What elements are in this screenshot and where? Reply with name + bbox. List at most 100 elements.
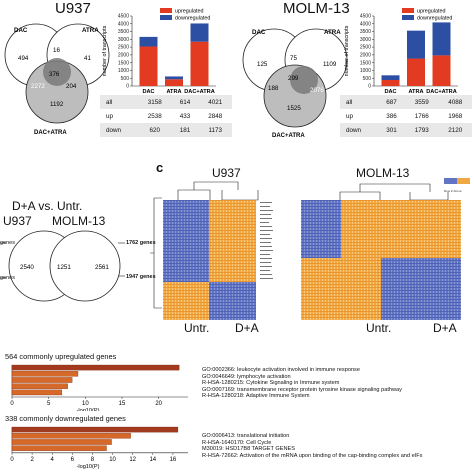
go-down-terms: GO:0006413: translational initiation R-H… [202, 433, 422, 459]
y-tick-label: 4000 [118, 21, 129, 27]
molm13-heat-orange-bottom [301, 258, 381, 320]
bar-down [432, 22, 451, 56]
y-tick-label: 3000 [118, 37, 129, 43]
y-tick-label: 1000 [118, 68, 129, 74]
bar-down [165, 76, 183, 80]
x-tick-label: 10 [109, 457, 116, 463]
bar-down [381, 75, 400, 80]
x-tick-label: 0 [10, 457, 14, 463]
y-tick-label: 3000 [360, 37, 371, 43]
molm13-region-dac-combo: 188 [268, 85, 279, 92]
panel-b-label-u937: U937 [3, 214, 32, 228]
y-tick-label: 4000 [360, 21, 371, 27]
table-row: up 386 1766 1968 [346, 112, 463, 120]
heatmap-molm13-title: MOLM-13 [356, 166, 410, 180]
color-scale-label: Row Z-Score [444, 189, 462, 193]
molm13-heat-blue-top [301, 200, 341, 258]
molm13-venn-label-dac: DAC [252, 29, 266, 36]
go-up-term: GO:0002366: leukocyte activation involve… [202, 367, 360, 373]
table-row: all 3158 614 4021 [100, 95, 232, 109]
x-tick-label: DAC+ATRA [184, 89, 215, 95]
go-up-terms: GO:0002366: leukocyte activation involve… [202, 367, 402, 400]
go-down-term: M30019: HSD17B8 TARGET GENES [202, 446, 295, 453]
molm13-col-untr: Untr. [366, 321, 392, 335]
x-tick-label: 10 [82, 401, 89, 407]
legend-label: upregulated [175, 8, 203, 14]
u937-region-combo-only: 1192 [50, 101, 64, 108]
go-bar [11, 383, 68, 389]
go-bar [11, 426, 179, 433]
legend-label: downregulated [175, 15, 210, 21]
go-bar [11, 445, 107, 451]
y-tick-label: 2500 [360, 45, 371, 51]
molm13-region-center: 299 [288, 75, 299, 82]
molm13-heat-blue-bottom [381, 258, 461, 320]
go-down-term: R-HSA-1640170: Cell Cycle [202, 439, 272, 446]
x-tick-label: 4 [51, 457, 55, 463]
x-tick-label: DAC [384, 89, 396, 95]
panel-b-region-center: 1251 [57, 264, 71, 271]
molm13-venn-label-combo: DAC+ATRA [272, 133, 305, 139]
molm13-heat-orange-topright [381, 200, 461, 258]
x-tick-label: 20 [155, 401, 162, 407]
y-tick-label: 2000 [118, 52, 129, 58]
go-bar [11, 377, 73, 383]
y-tick-label: 2500 [118, 45, 129, 51]
go-bar [11, 364, 180, 371]
molm13-region-dac-only: 125 [257, 61, 268, 68]
u937-heat-orange-bottom [163, 282, 209, 320]
molm13-region-combo-only: 1525 [287, 105, 301, 112]
u937-region-dac-combo: 2272 [31, 83, 45, 90]
bar-down [139, 36, 158, 47]
go-down-bar-chart: 0 2 4 6 8 10 12 14 16 -log10(P) [10, 426, 188, 470]
u937-region-atra-only: 41 [84, 55, 91, 62]
table-row: all 687 3559 4088 [340, 95, 472, 109]
go-up-term: GO:0007169: transmembrane receptor prote… [202, 386, 402, 393]
go-up-term: R-HSA-1280215: Cytokine Signaling in Imm… [202, 380, 340, 387]
molm13-table: all 687 3559 4088 up 386 1766 1968 down 301 1793… [340, 95, 472, 137]
molm13-col-da: D+A [433, 321, 457, 335]
table-row: up 2538 433 2848 [106, 112, 223, 120]
y-tick-label: 0 [368, 84, 371, 90]
panel-b-region-right: 2561 [95, 264, 109, 271]
u937-venn: DAC ATRA DAC+ATRA 494 16 41 376 2272 204… [4, 23, 110, 136]
heatmap-area: Row Z-Score [150, 178, 470, 320]
x-tick-label: 6 [71, 457, 75, 463]
bar-down [190, 23, 209, 42]
molm13-heat-orange-top [341, 200, 381, 258]
go-up-term: R-HSA-1280218: Adaptive Immune System [202, 393, 310, 400]
y-tick-label: 3500 [360, 29, 371, 35]
go-up-title: 564 commonly upregulated genes [5, 352, 117, 361]
go-down-term: GO:0006413: translational initiation [202, 433, 290, 439]
panel-b-title: D+A vs. Untr. [12, 199, 83, 213]
legend-swatch [160, 15, 172, 20]
go-bar [11, 371, 79, 377]
u937-venn-label-dac: DAC [14, 27, 28, 34]
u937-heat-blue-bottom [209, 282, 256, 320]
go-bar [11, 433, 131, 439]
y-tick-label: 3500 [118, 29, 129, 35]
molm13-region-atra-combo: 2076 [310, 87, 324, 94]
panel-b-genes-left-bottom: genes [0, 275, 15, 281]
y-tick-label: 4500 [118, 14, 129, 20]
panel-b-label-molm13: MOLM-13 [52, 214, 106, 228]
u937-bar-chart: 050010001500200025003000350040004500numb… [102, 8, 216, 95]
bar-down [407, 30, 425, 59]
u937-region-center: 376 [49, 71, 60, 78]
y-axis-label: number of transcripts [102, 25, 108, 76]
bar-up [190, 41, 209, 86]
y-tick-label: 2000 [360, 52, 371, 58]
bar-up [432, 55, 451, 86]
u937-table: all 3158 614 4021 up 2538 433 2848 down 620 181 1… [100, 95, 232, 137]
u937-title: U937 [55, 0, 91, 17]
panel-b-genes-right-top: 1762 genes [126, 240, 156, 246]
go-bar [11, 439, 112, 445]
molm13-col-dendrogram [339, 183, 449, 201]
go-bar [11, 389, 63, 396]
u937-venn-label-combo: DAC+ATRA [34, 130, 67, 136]
y-tick-label: 1500 [360, 60, 371, 66]
y-tick-label: 4500 [360, 14, 371, 20]
x-tick-label: 2 [30, 457, 34, 463]
panel-b-genes-right-bottom: 1947 genes [126, 274, 156, 280]
panel-b-genes-left-top: genes [0, 240, 15, 246]
